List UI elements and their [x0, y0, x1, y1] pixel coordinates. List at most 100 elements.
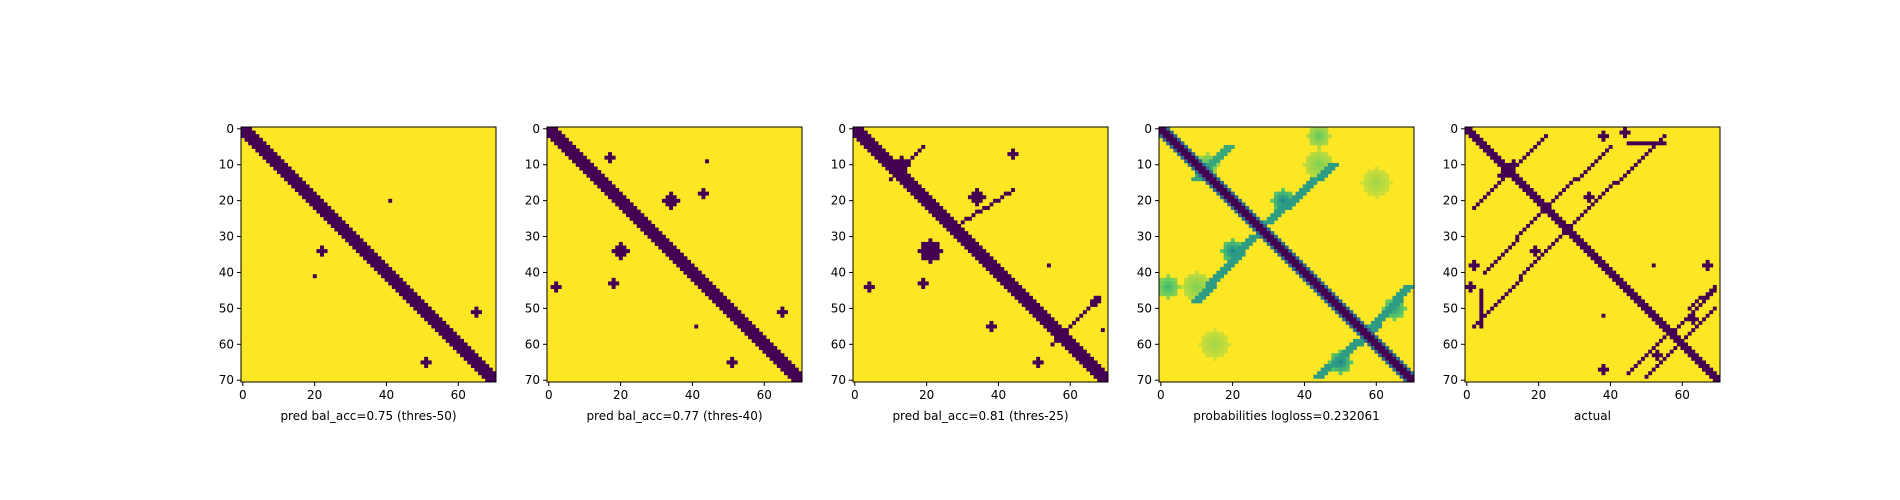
heatmap-cell — [1162, 281, 1167, 286]
heatmap-cell — [1281, 195, 1286, 200]
heatmap-cell — [1288, 256, 1293, 261]
heatmap-cell — [1533, 245, 1538, 250]
heatmap-cell — [424, 306, 429, 311]
heatmap-cell — [1324, 292, 1329, 297]
heatmap-cell — [1281, 209, 1286, 214]
heatmap-cell — [467, 349, 472, 354]
heatmap-cell — [856, 130, 861, 135]
heatmap-cell — [1284, 256, 1289, 261]
heatmap-cell — [488, 367, 493, 372]
heatmap-cell — [1159, 288, 1163, 293]
heatmap-cell — [1583, 241, 1588, 246]
heatmap-cell — [993, 263, 998, 268]
heatmap-cell — [323, 209, 328, 214]
heatmap-cell — [672, 249, 677, 254]
heatmap-cell — [899, 177, 904, 182]
heatmap-cell — [561, 134, 566, 139]
heatmap-cell — [1324, 299, 1329, 304]
heatmap-cell — [1025, 292, 1030, 297]
heatmap-cell — [320, 213, 324, 218]
heatmap-cell — [1212, 356, 1217, 361]
heatmap-cell — [1694, 353, 1699, 358]
heatmap-cell — [1223, 335, 1228, 340]
heatmap-cell — [287, 166, 292, 171]
heatmap-cell — [1205, 180, 1210, 185]
heatmap-cell — [1317, 137, 1321, 142]
heatmap-cell — [1392, 317, 1397, 322]
heatmap-cell — [1331, 299, 1336, 304]
heatmap-cell — [661, 249, 666, 254]
heatmap-cell — [402, 288, 407, 293]
heatmap-cell — [1334, 364, 1339, 368]
heatmap-cell — [1475, 263, 1480, 268]
heatmap-cell — [1327, 170, 1332, 175]
heatmap-cell — [1651, 353, 1656, 358]
heatmap-cell — [1666, 328, 1671, 333]
heatmap-cell — [1587, 195, 1592, 200]
heatmap-cell — [1220, 148, 1224, 153]
heatmap-cell — [1363, 177, 1368, 182]
heatmap-cell — [672, 259, 677, 264]
heatmap-cell — [582, 159, 587, 164]
heatmap-cell — [388, 270, 393, 275]
heatmap-cell — [1050, 317, 1055, 322]
heatmap-cell — [1587, 249, 1592, 254]
heatmap-cell — [1050, 328, 1055, 333]
heatmap-cell — [1644, 152, 1649, 157]
x-axis-label: pred bal_acc=0.75 (thres-50) — [280, 409, 456, 423]
heatmap-cell — [740, 320, 745, 325]
heatmap-cell — [1021, 292, 1026, 297]
heatmap-cell — [1327, 288, 1332, 293]
heatmap-cell — [1558, 234, 1563, 239]
heatmap-cell — [780, 367, 785, 372]
heatmap-cell — [1572, 231, 1577, 236]
heatmap-cell — [914, 191, 918, 196]
heatmap-cell — [456, 346, 461, 351]
heatmap-cell — [1202, 159, 1207, 164]
heatmap-cell — [586, 159, 591, 164]
heatmap-cell — [780, 310, 785, 315]
heatmap-cell — [305, 191, 310, 196]
heatmap-cell — [1284, 191, 1289, 196]
heatmap-cell — [1497, 299, 1502, 304]
heatmap-cell — [1356, 331, 1361, 336]
heatmap-cell — [1011, 277, 1015, 282]
heatmap-cell — [787, 371, 792, 376]
heatmap-cell — [1370, 173, 1375, 178]
heatmap-cell — [1202, 292, 1207, 297]
heatmap-cell — [744, 328, 749, 333]
heatmap-cell — [1626, 130, 1631, 135]
heatmap-cell — [1194, 274, 1199, 279]
heatmap-cell — [1187, 274, 1192, 279]
heatmap-cell — [1212, 342, 1217, 347]
heatmap-cell — [1097, 378, 1102, 383]
heatmap-cell — [1680, 342, 1685, 347]
heatmap-cell — [744, 317, 749, 322]
heatmap-cell — [654, 234, 659, 239]
heatmap-cell — [1651, 310, 1656, 315]
heatmap-cell — [1234, 198, 1239, 203]
heatmap-cell — [1504, 292, 1509, 297]
heatmap-cell — [1324, 170, 1329, 175]
heatmap-cell — [370, 249, 375, 254]
heatmap-cell — [615, 191, 620, 196]
heatmap-cell — [740, 324, 745, 329]
heatmap-cell — [1472, 263, 1477, 268]
heatmap-cell — [348, 238, 353, 243]
heatmap-cell — [1313, 127, 1318, 131]
heatmap-cell — [1021, 299, 1026, 304]
heatmap-cell — [1284, 206, 1289, 210]
heatmap-cell — [1327, 134, 1332, 139]
heatmap-cell — [1014, 281, 1019, 286]
heatmap-cell — [1637, 360, 1642, 365]
heatmap-cell — [366, 252, 371, 257]
heatmap-cell — [1540, 206, 1545, 210]
heatmap-cell — [978, 195, 983, 200]
heatmap-cell — [1479, 302, 1484, 307]
heatmap-cell — [730, 313, 735, 318]
heatmap-cell — [1209, 338, 1214, 343]
heatmap-cell — [316, 249, 321, 254]
heatmap-cell — [1497, 173, 1502, 178]
heatmap-cell — [708, 295, 713, 300]
heatmap-cell — [932, 256, 936, 261]
